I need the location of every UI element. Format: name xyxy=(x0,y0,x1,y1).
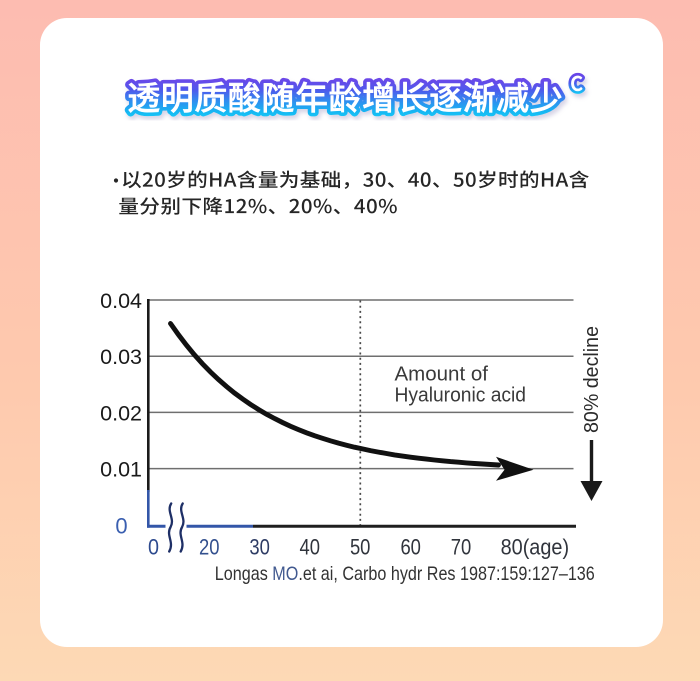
svg-text:0: 0 xyxy=(115,514,127,539)
svg-text:0: 0 xyxy=(148,535,159,560)
svg-text:0.01: 0.01 xyxy=(100,458,142,482)
svg-text:40: 40 xyxy=(300,535,321,560)
svg-text:20: 20 xyxy=(199,535,220,560)
svg-text:Amount of: Amount of xyxy=(395,363,489,386)
svg-text:0.02: 0.02 xyxy=(100,401,142,425)
svg-text:0.04: 0.04 xyxy=(100,289,142,313)
svg-text:Hyaluronic acid: Hyaluronic acid xyxy=(395,384,527,407)
svg-text:0.03: 0.03 xyxy=(100,345,142,369)
svg-text:60: 60 xyxy=(400,535,421,560)
svg-text:70: 70 xyxy=(451,535,472,560)
svg-text:80% decline: 80% decline xyxy=(580,326,603,433)
svg-text:50: 50 xyxy=(350,535,371,560)
svg-text:80(age): 80(age) xyxy=(501,535,569,560)
svg-text:Longas MO.et ai, Carbo hydr Re: Longas MO.et ai, Carbo hydr Res 1987:159… xyxy=(215,563,595,585)
svg-text:30: 30 xyxy=(249,535,270,560)
